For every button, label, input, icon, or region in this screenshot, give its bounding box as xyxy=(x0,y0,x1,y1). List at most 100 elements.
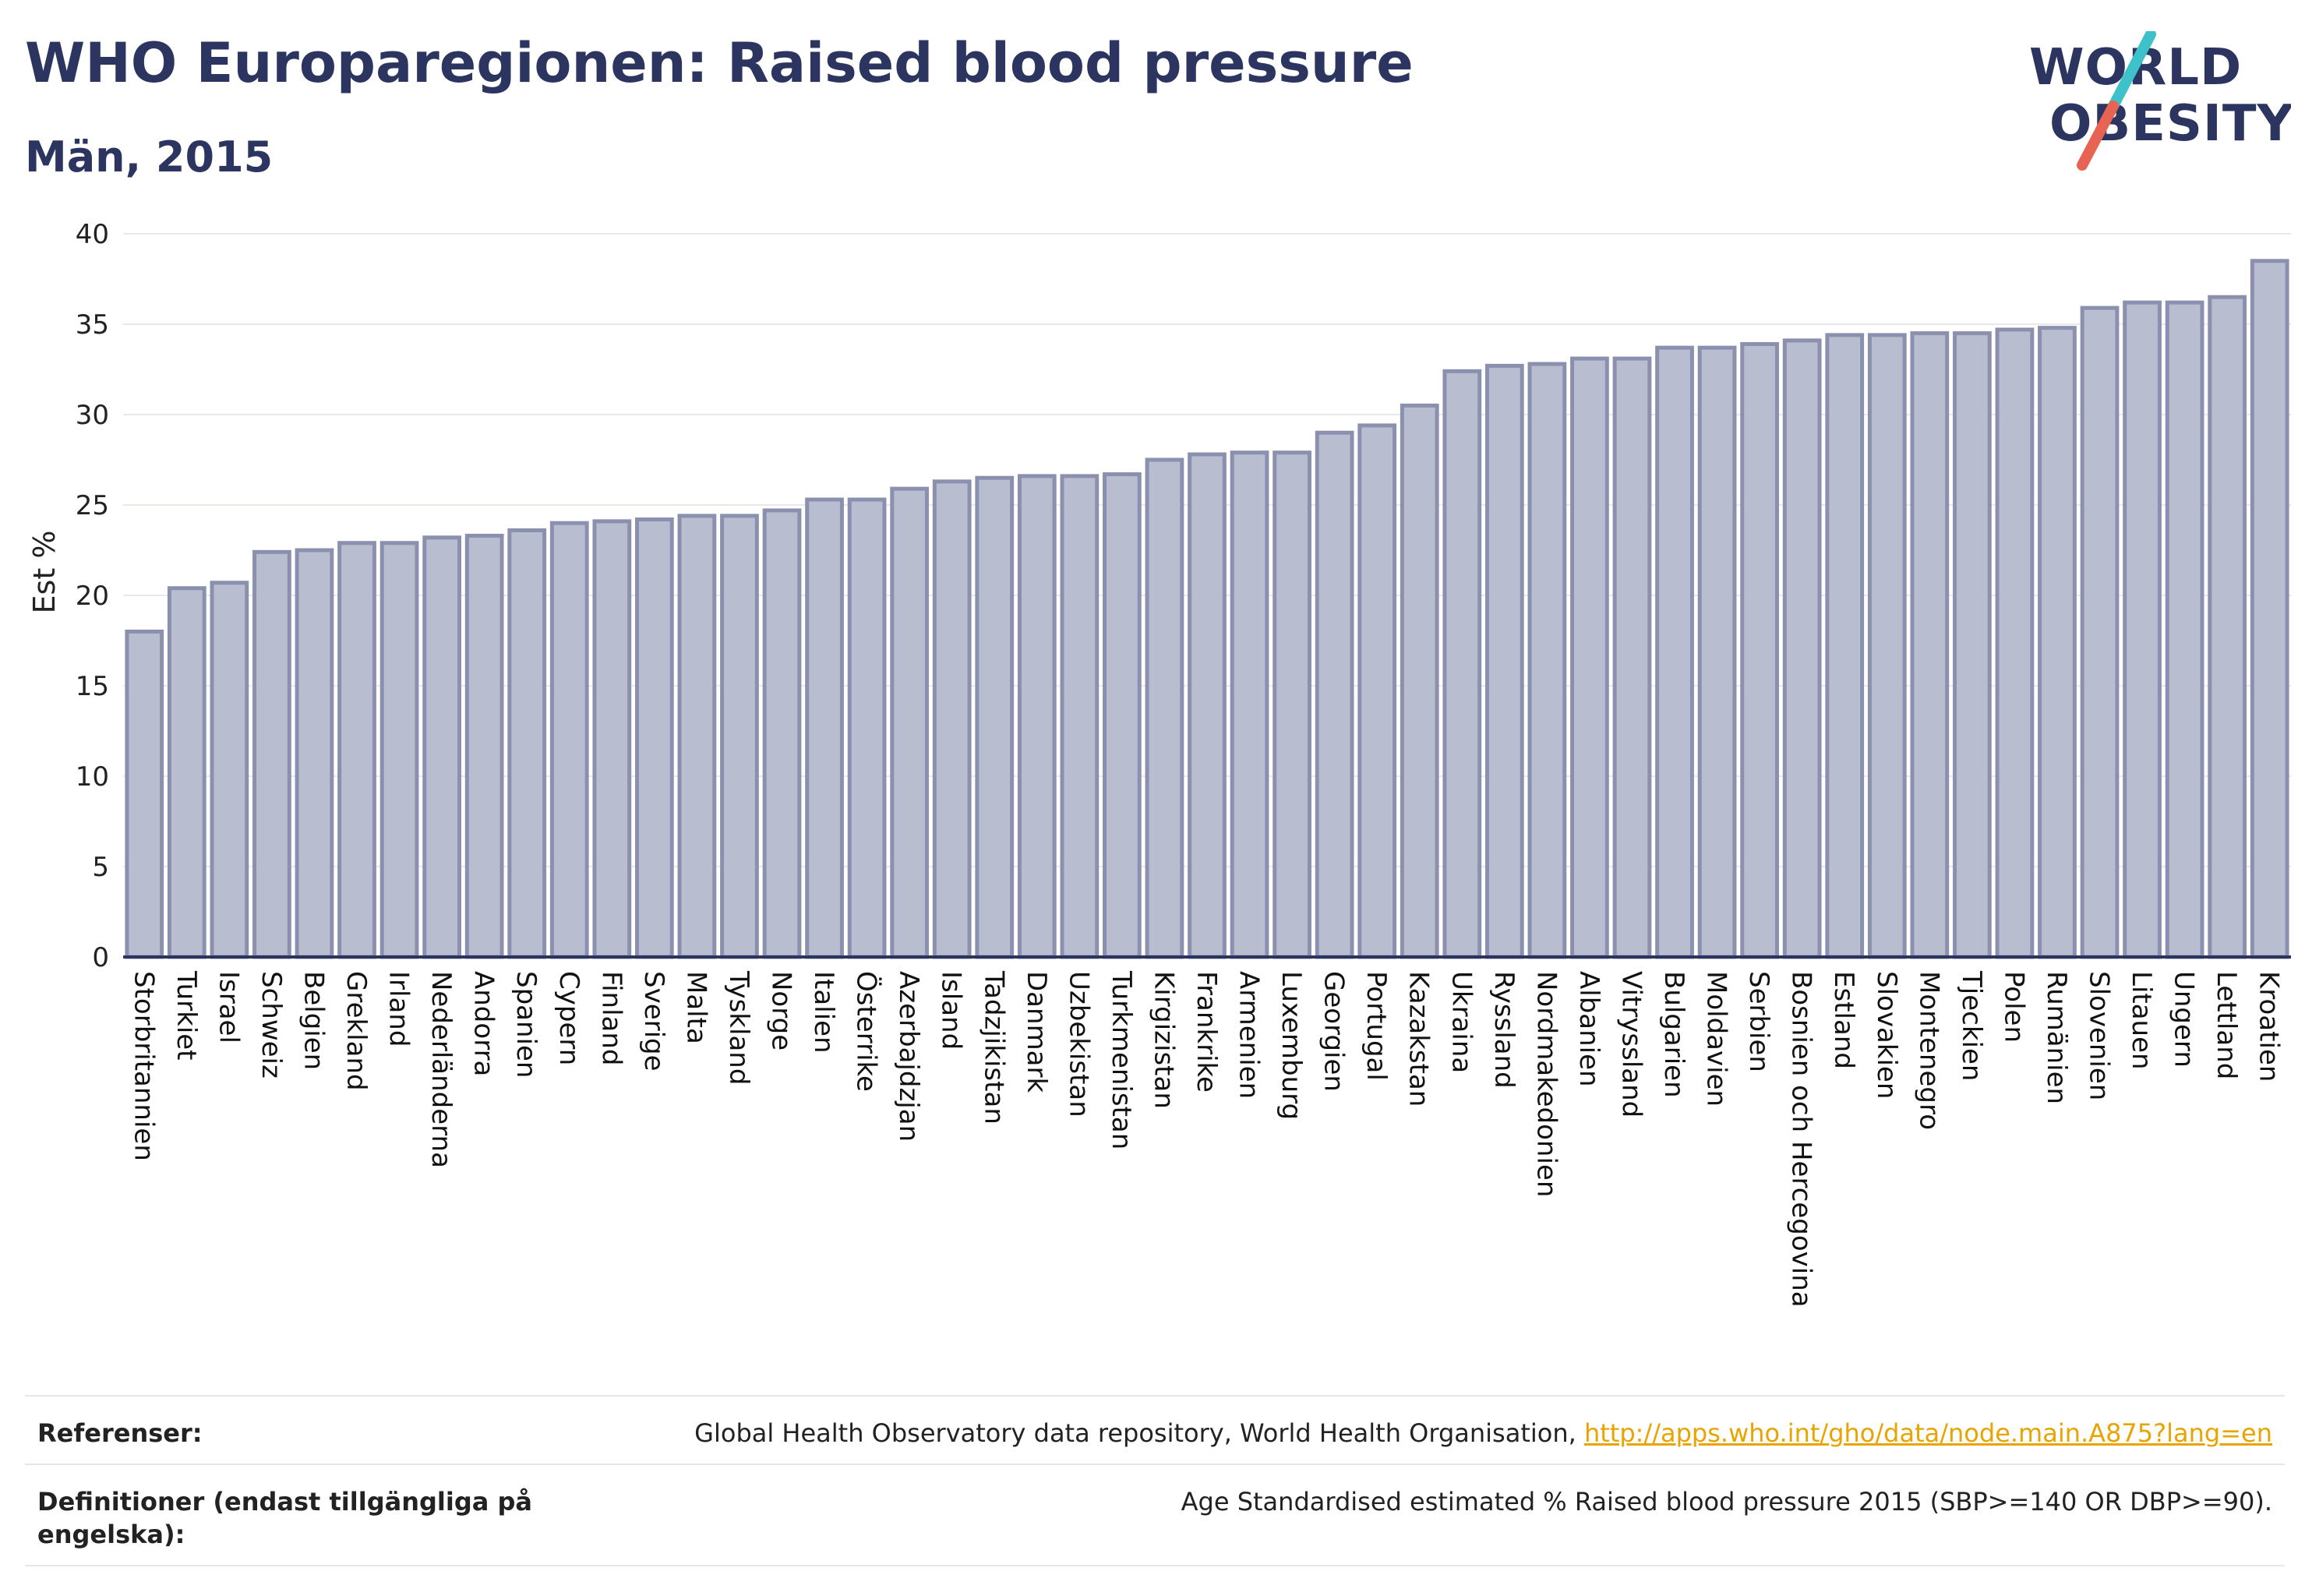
bar xyxy=(1570,356,1609,959)
bar xyxy=(1740,342,1780,959)
chart-title: WHO Europaregionen: Raised blood pressur… xyxy=(25,31,1414,95)
references-row: Referenser: Global Health Observatory da… xyxy=(25,1395,2285,1464)
bar xyxy=(1442,369,1482,959)
y-tick-label: 30 xyxy=(76,400,109,431)
x-tick-labels: Storbritannien Turkiet Israel Schweiz Belgie… xyxy=(128,970,2284,1308)
bar xyxy=(1357,423,1397,959)
x-tick-label: Rumänien xyxy=(2041,971,2072,1104)
x-tick-label: Israel xyxy=(213,971,244,1043)
x-tick-label: Montenegro xyxy=(1913,971,1944,1130)
world-obesity-logo: WORLD OBESITY xyxy=(2029,31,2291,171)
bar xyxy=(634,517,674,959)
x-tick-label: Estland xyxy=(1828,971,1859,1069)
bar xyxy=(932,479,972,959)
x-tick-label: Azerbajdzjan xyxy=(893,971,924,1142)
references-link[interactable]: http://apps.who.int/gho/data/node.main.A… xyxy=(1583,1418,2272,1448)
bar xyxy=(805,497,844,959)
x-tick-label: Armenien xyxy=(1234,971,1265,1099)
y-tick-label: 20 xyxy=(76,581,109,612)
references-text: Global Health Observatory data repositor… xyxy=(694,1418,1584,1448)
x-tick-label: Irland xyxy=(383,971,415,1047)
logo-slash-coral-icon xyxy=(2077,101,2119,171)
x-tick-label: Polen xyxy=(1998,971,2029,1043)
y-tick-label: 5 xyxy=(92,852,109,883)
x-tick-label: Ukraina xyxy=(1445,971,1477,1073)
x-tick-label: Lettland xyxy=(2211,971,2242,1079)
bar xyxy=(890,486,930,959)
bar xyxy=(125,629,164,959)
x-tick-label: Danmark xyxy=(1021,971,1052,1093)
bar xyxy=(1145,457,1184,959)
x-tick-label: Andorra xyxy=(468,971,499,1076)
footer: Referenser: Global Health Observatory da… xyxy=(25,1395,2285,1566)
bar xyxy=(592,519,632,959)
x-tick-label: Tjeckien xyxy=(1956,970,1987,1081)
bar-chart: 0 5 10 15 20 25 30 35 40 Storbritannien Turkiet Is… xyxy=(27,219,2291,1308)
definitions-label: Definitioner (endast tillgängliga på eng… xyxy=(37,1487,532,1549)
y-tick-label: 10 xyxy=(76,761,109,793)
bar xyxy=(1825,333,1865,959)
bar xyxy=(379,541,419,959)
bar xyxy=(1867,333,1907,959)
bar xyxy=(2080,305,2120,959)
x-tick-label: Belgien xyxy=(298,971,329,1070)
y-tick-label: 0 xyxy=(92,942,109,973)
bar xyxy=(2123,300,2162,959)
bar xyxy=(1655,345,1694,959)
references-value: Global Health Observatory data repositor… xyxy=(694,1417,2272,1449)
x-tick-label: Spanien xyxy=(510,971,542,1078)
definitions-row: Definitioner (endast tillgängliga på eng… xyxy=(25,1464,2285,1566)
bar xyxy=(1697,345,1737,959)
y-tick-labels: 0 5 10 15 20 25 30 35 40 xyxy=(76,219,109,973)
x-tick-label: Kazakstan xyxy=(1403,971,1435,1107)
bar xyxy=(847,497,887,959)
bar xyxy=(1230,450,1269,959)
bar xyxy=(1273,450,1311,959)
x-tick-label: Litauen xyxy=(2126,971,2157,1070)
bar xyxy=(677,514,717,959)
bar xyxy=(549,521,589,959)
x-tick-label: Moldavien xyxy=(1701,971,1732,1107)
y-tick-label: 35 xyxy=(76,309,109,341)
x-tick-label: Serbien xyxy=(1743,971,1774,1072)
bar xyxy=(1400,403,1439,959)
bar xyxy=(1612,356,1652,959)
x-tick-label: Nordmakedonien xyxy=(1530,971,1562,1197)
x-tick-label: Österrike xyxy=(851,971,883,1092)
bar xyxy=(975,475,1015,959)
bar xyxy=(1910,331,1950,959)
y-tick-label: 15 xyxy=(76,671,109,702)
x-tick-label: Ungern xyxy=(2169,971,2200,1068)
x-tick-label: Schweiz xyxy=(256,971,287,1079)
x-tick-label: Storbritannien xyxy=(128,971,159,1161)
y-tick-label: 25 xyxy=(76,490,109,521)
x-tick-label: Vitryssland xyxy=(1615,971,1647,1118)
definitions-value: Age Standardised estimated % Raised bloo… xyxy=(1181,1487,2272,1517)
bar xyxy=(2208,295,2247,959)
bar xyxy=(507,528,547,959)
bar xyxy=(464,533,504,959)
y-axis-label: Est % xyxy=(27,531,62,614)
x-tick-label: Sverige xyxy=(638,971,669,1072)
bar xyxy=(252,549,291,959)
bar xyxy=(1484,363,1524,959)
x-tick-label: Frankrike xyxy=(1191,971,1222,1093)
x-tick-label: Tadzjikistan xyxy=(978,970,1009,1125)
x-tick-label: Kroatien xyxy=(2254,971,2285,1082)
bar xyxy=(210,581,249,959)
bar xyxy=(1953,331,1992,959)
bar xyxy=(1782,338,1822,959)
x-tick-label: Georgien xyxy=(1318,971,1350,1092)
bar xyxy=(1060,474,1100,959)
x-tick-label: Luxemburg xyxy=(1276,971,1307,1120)
chart-subtitle: Män, 2015 xyxy=(25,132,274,182)
bar xyxy=(720,514,759,959)
bar xyxy=(2038,326,2077,959)
bars xyxy=(125,259,2289,959)
bar xyxy=(167,586,206,959)
x-tick-label: Uzbekistan xyxy=(1063,971,1094,1118)
bar xyxy=(1188,452,1227,959)
bar xyxy=(1103,472,1142,959)
x-tick-label: Slovenien xyxy=(2084,971,2115,1100)
x-tick-label: Cypern xyxy=(553,971,584,1065)
